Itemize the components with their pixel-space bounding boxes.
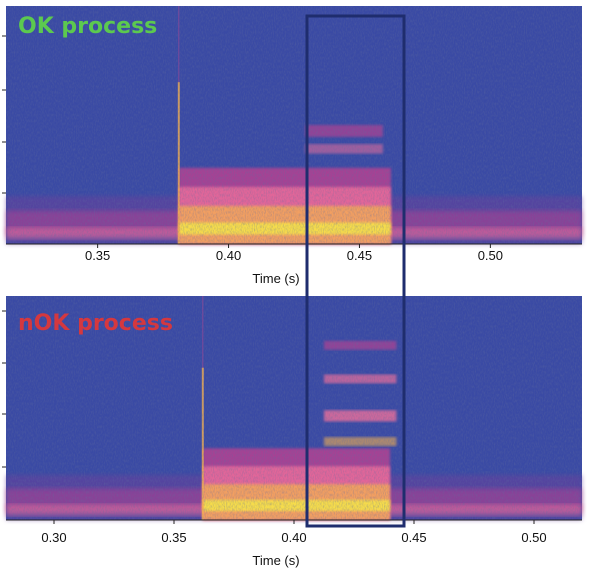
bottom-x-tick-label: 0.30 (41, 530, 66, 545)
top-x-axis-ticks: 0.35 0.40 0.45 0.50 (85, 244, 503, 263)
top-x-tick-label: 0.40 (216, 248, 241, 263)
top-spectrogram-panel: OK process 0.35 0.40 0.45 0.50 Time (s) (2, 6, 582, 286)
bottom-y-axis-ticks (2, 310, 6, 468)
highlight-box (305, 14, 406, 528)
top-panel-title: OK process (18, 14, 157, 39)
bottom-spectrogram-panel: nOK process 0.30 0.35 0.40 0.45 0.50 Time (s… (2, 296, 582, 568)
top-spectrogram-noise (6, 6, 582, 244)
bottom-x-axis-title: Time (s) (252, 553, 299, 568)
top-x-tick-label: 0.35 (85, 248, 110, 263)
top-y-axis-ticks (2, 35, 6, 194)
bottom-x-tick-label: 0.50 (521, 530, 546, 545)
top-x-tick-label: 0.45 (347, 248, 372, 263)
top-x-tick-label: 0.50 (478, 248, 503, 263)
bottom-panel-title: nOK process (18, 311, 173, 336)
bottom-spectrogram-noise (6, 296, 582, 520)
top-x-axis-title: Time (s) (252, 271, 299, 286)
bottom-x-tick-label: 0.35 (161, 530, 186, 545)
bottom-x-tick-label: 0.40 (281, 530, 306, 545)
bottom-x-axis-ticks: 0.30 0.35 0.40 0.45 0.50 (41, 520, 547, 545)
bottom-x-tick-label: 0.45 (401, 530, 426, 545)
